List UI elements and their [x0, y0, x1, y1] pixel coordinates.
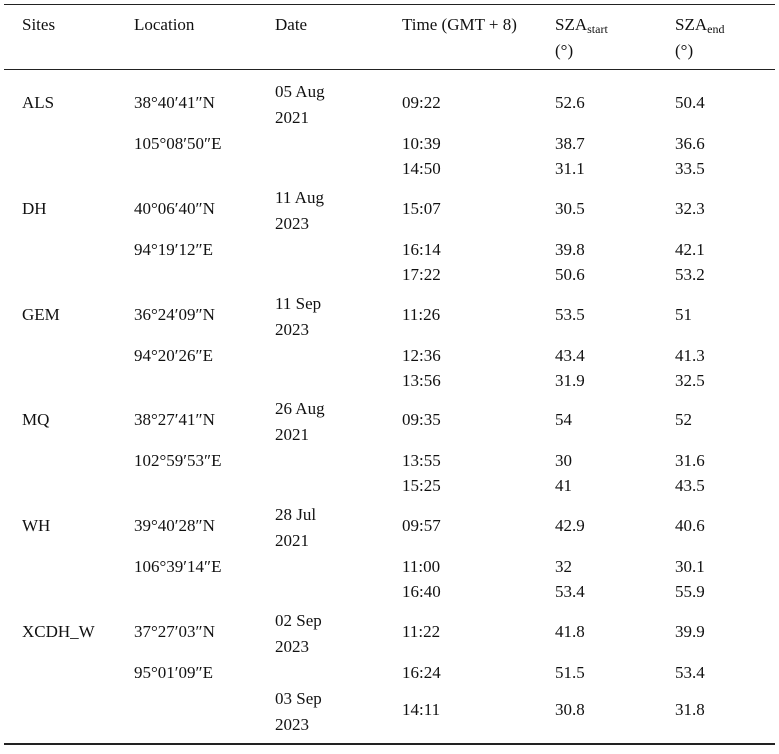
- sza-start-cell: 30.8: [555, 700, 585, 719]
- sza-start-cell: 42.9: [555, 516, 585, 536]
- site-cell: DH: [22, 198, 47, 218]
- time-cell: 17:22: [402, 264, 441, 284]
- time-cell: 14:11: [402, 700, 441, 719]
- sza-end-cell: 55.9: [675, 582, 705, 602]
- time-cell: 16:40: [402, 582, 441, 602]
- header-unit: (°): [555, 41, 574, 60]
- location-cell: 39°40′28″N: [134, 516, 215, 536]
- date-cell: 28 Jul 2021: [275, 505, 317, 551]
- header-subscript: end: [707, 22, 725, 36]
- location-cell: 105°08′50″E: [134, 134, 222, 153]
- sza-start-cell: 30: [555, 451, 572, 471]
- sza-start-cell: 54: [555, 410, 572, 430]
- header-cell: SZAend: [675, 12, 724, 38]
- header-cell: Location: [134, 15, 195, 34]
- sza-start-cell: 52.6: [555, 93, 585, 112]
- time-cell: 15:25: [402, 476, 441, 496]
- header-text: SZA: [555, 15, 588, 34]
- site-cell: XCDH_W: [22, 622, 95, 641]
- header-subscript: start: [587, 22, 608, 36]
- header-rule: [4, 69, 775, 70]
- sza-end-cell: 51: [675, 304, 692, 324]
- time-cell: 15:07: [402, 198, 441, 218]
- sza-end-cell: 30.1: [675, 557, 705, 577]
- location-cell: 106°39′14″E: [134, 557, 222, 577]
- sza-end-cell: 32.3: [675, 198, 705, 218]
- time-cell: 09:35: [402, 410, 441, 430]
- date-cell: 11 Aug 2023: [275, 187, 324, 233]
- top-rule: [4, 4, 775, 5]
- sza-start-cell: 38.7: [555, 134, 585, 153]
- sza-end-cell: 39.9: [675, 622, 705, 641]
- location-cell: 95°01′09″E: [134, 663, 213, 682]
- sza-start-cell: 50.6: [555, 264, 585, 284]
- header-cell: Sites: [22, 15, 56, 34]
- sza-end-cell: 31.6: [675, 451, 705, 471]
- sza-start-cell: 53.5: [555, 304, 585, 324]
- location-cell: 102°59′53″E: [134, 451, 222, 471]
- sza-end-cell: 53.2: [675, 264, 705, 284]
- sza-end-cell: 32.5: [675, 370, 705, 390]
- sza-end-cell: 50.4: [675, 93, 705, 112]
- header-cell: Time (GMT + 8): [402, 15, 517, 34]
- sza-end-cell: 31.8: [675, 700, 705, 719]
- time-cell: 10:39: [402, 134, 441, 153]
- sza-end-cell: 40.6: [675, 516, 705, 536]
- time-cell: 16:24: [402, 663, 441, 682]
- date-cell: 05 Aug 2021: [275, 82, 325, 127]
- site-cell: WH: [22, 516, 51, 536]
- location-cell: 37°27′03″N: [134, 622, 215, 641]
- time-cell: 09:22: [402, 93, 441, 112]
- location-cell: 94°19′12″E: [134, 239, 213, 259]
- sza-start-cell: 43.4: [555, 345, 585, 365]
- site-cell: ALS: [22, 93, 55, 112]
- site-cell: GEM: [22, 304, 60, 324]
- sza-end-cell: 33.5: [675, 159, 705, 178]
- bottom-rule: [4, 743, 775, 745]
- sza-start-cell: 41.8: [555, 622, 585, 641]
- sza-end-cell: 36.6: [675, 134, 705, 153]
- time-cell: 12:36: [402, 345, 441, 365]
- header-text: SZA: [675, 15, 708, 34]
- location-cell: 38°40′41″N: [134, 93, 215, 112]
- header-cell: Date: [275, 15, 308, 34]
- header-cell: SZAstart: [555, 12, 608, 38]
- date-cell: 26 Aug 2021: [275, 399, 325, 445]
- sza-start-cell: 31.1: [555, 159, 585, 178]
- sza-start-cell: 53.4: [555, 582, 585, 602]
- sza-start-cell: 30.5: [555, 198, 585, 218]
- date-cell: 02 Sep 2023: [275, 611, 322, 656]
- time-cell: 16:14: [402, 239, 441, 259]
- sza-start-cell: 39.8: [555, 239, 585, 259]
- sza-start-cell: 32: [555, 557, 572, 577]
- sza-start-cell: 51.5: [555, 663, 585, 682]
- location-cell: 38°27′41″N: [134, 410, 215, 430]
- time-cell: 11:26: [402, 304, 441, 324]
- date-cell: 03 Sep 2023: [275, 689, 322, 734]
- time-cell: 09:57: [402, 516, 441, 536]
- sza-end-cell: 53.4: [675, 663, 705, 682]
- time-cell: 14:50: [402, 159, 441, 178]
- time-cell: 13:56: [402, 370, 441, 390]
- date-cell: 11 Sep 2023: [275, 293, 322, 339]
- location-cell: 40°06′40″N: [134, 198, 215, 218]
- location-cell: 36°24′09″N: [134, 304, 215, 324]
- sza-end-cell: 52: [675, 410, 692, 430]
- sza-end-cell: 41.3: [675, 345, 705, 365]
- site-cell: MQ: [22, 410, 50, 430]
- header-unit: (°): [675, 41, 694, 60]
- time-cell: 13:55: [402, 451, 441, 471]
- sza-end-cell: 43.5: [675, 476, 705, 496]
- sza-start-cell: 31.9: [555, 370, 585, 390]
- sza-start-cell: 41: [555, 476, 572, 496]
- time-cell: 11:22: [402, 622, 441, 641]
- time-cell: 11:00: [402, 557, 441, 577]
- sza-end-cell: 42.1: [675, 239, 705, 259]
- location-cell: 94°20′26″E: [134, 345, 213, 365]
